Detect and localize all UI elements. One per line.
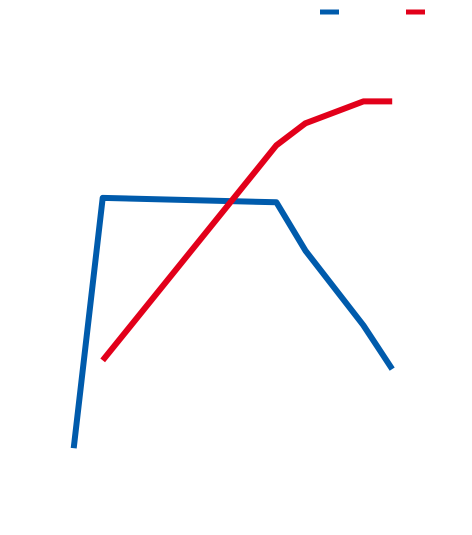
series-line-2 <box>100 98 393 363</box>
plot-area <box>70 98 395 449</box>
series-line-1 <box>70 194 395 449</box>
